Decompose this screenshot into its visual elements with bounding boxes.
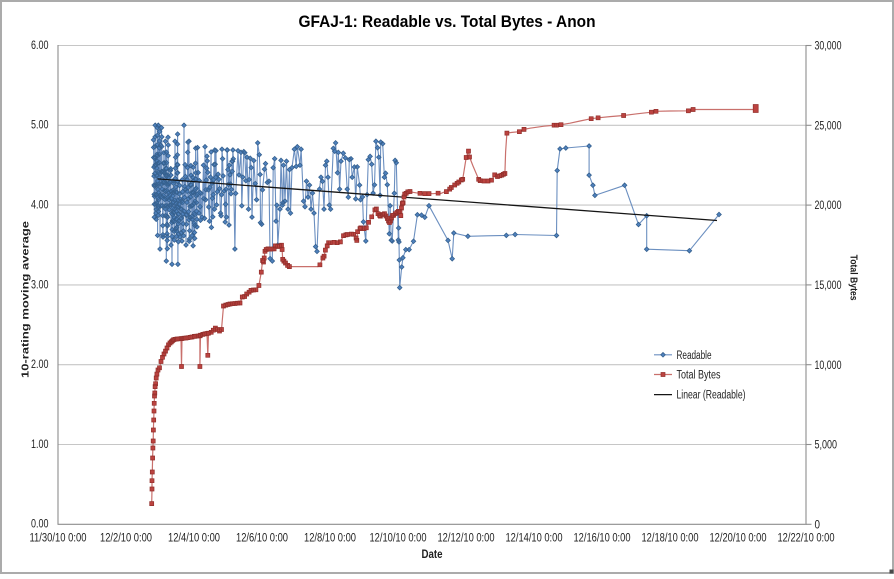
svg-text:30,000: 30,000 xyxy=(815,41,842,53)
svg-text:12/20/10 0:00: 12/20/10 0:00 xyxy=(710,533,767,545)
svg-text:3.00: 3.00 xyxy=(31,279,49,291)
svg-text:Readable: Readable xyxy=(677,350,712,362)
svg-text:12/6/10 0:00: 12/6/10 0:00 xyxy=(236,533,288,545)
svg-text:Total Bytes: Total Bytes xyxy=(677,370,721,382)
svg-text:2.00: 2.00 xyxy=(31,359,49,371)
svg-text:12/22/10 0:00: 12/22/10 0:00 xyxy=(778,533,835,545)
svg-text:5,000: 5,000 xyxy=(815,440,838,452)
svg-text:10-rating moving average: 10-rating moving average xyxy=(21,220,32,378)
svg-text:10,000: 10,000 xyxy=(815,360,842,372)
svg-text:6.00: 6.00 xyxy=(31,40,49,52)
svg-text:Date: Date xyxy=(422,547,443,561)
svg-text:20,000: 20,000 xyxy=(815,200,842,212)
svg-text:GFAJ-1: Readable vs. Total Byt: GFAJ-1: Readable vs. Total Bytes - Anon xyxy=(299,12,596,31)
svg-text:12/12/10 0:00: 12/12/10 0:00 xyxy=(438,533,495,545)
svg-text:12/4/10 0:00: 12/4/10 0:00 xyxy=(168,533,220,545)
svg-text:12/18/10 0:00: 12/18/10 0:00 xyxy=(642,533,699,545)
svg-text:12/14/10 0:00: 12/14/10 0:00 xyxy=(506,533,563,545)
svg-text:12/10/10 0:00: 12/10/10 0:00 xyxy=(370,533,427,545)
svg-text:12/8/10 0:00: 12/8/10 0:00 xyxy=(304,533,356,545)
svg-text:Linear (Readable): Linear (Readable) xyxy=(677,390,746,402)
svg-text:4.00: 4.00 xyxy=(31,200,49,212)
svg-text:11/30/10 0:00: 11/30/10 0:00 xyxy=(30,533,87,545)
svg-text:0.00: 0.00 xyxy=(31,519,49,531)
svg-text:25,000: 25,000 xyxy=(815,120,842,132)
svg-text:Total Bytes: Total Bytes xyxy=(848,255,860,301)
svg-text:12/2/10 0:00: 12/2/10 0:00 xyxy=(100,533,152,545)
svg-text:1.00: 1.00 xyxy=(31,439,49,451)
svg-text:5.00: 5.00 xyxy=(31,120,49,132)
svg-text:15,000: 15,000 xyxy=(815,280,842,292)
svg-text:0: 0 xyxy=(815,519,821,531)
svg-text:12/16/10 0:00: 12/16/10 0:00 xyxy=(574,533,631,545)
